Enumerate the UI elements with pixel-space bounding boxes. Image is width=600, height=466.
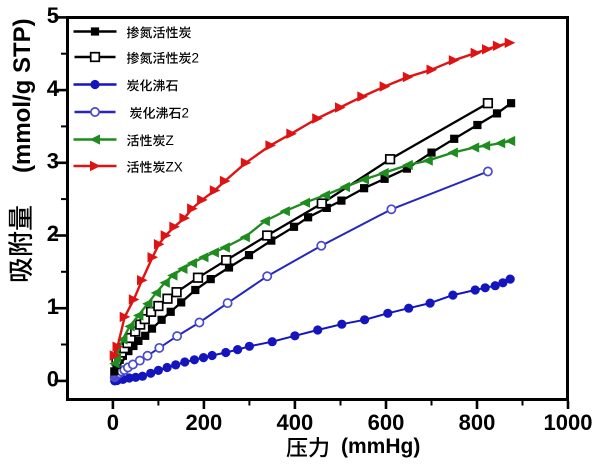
svg-text:800: 800 (459, 410, 496, 435)
svg-text:5: 5 (47, 3, 59, 28)
svg-text:(mmHg): (mmHg) (341, 435, 420, 458)
svg-text:ZX: ZX (166, 159, 183, 174)
svg-text:1000: 1000 (544, 410, 593, 435)
svg-text:200: 200 (186, 410, 223, 435)
svg-text:2: 2 (47, 221, 59, 246)
svg-text:0: 0 (47, 367, 59, 392)
svg-text:(mmol/g STP): (mmol/g STP) (9, 18, 36, 173)
svg-text:2: 2 (192, 50, 200, 65)
svg-text:600: 600 (368, 410, 405, 435)
svg-text:4: 4 (47, 76, 60, 101)
svg-text:2: 2 (182, 105, 190, 120)
svg-text:400: 400 (277, 410, 314, 435)
svg-text:Z: Z (166, 133, 174, 148)
svg-text:0: 0 (107, 410, 119, 435)
svg-text:3: 3 (47, 149, 59, 174)
svg-text:1: 1 (47, 294, 59, 319)
